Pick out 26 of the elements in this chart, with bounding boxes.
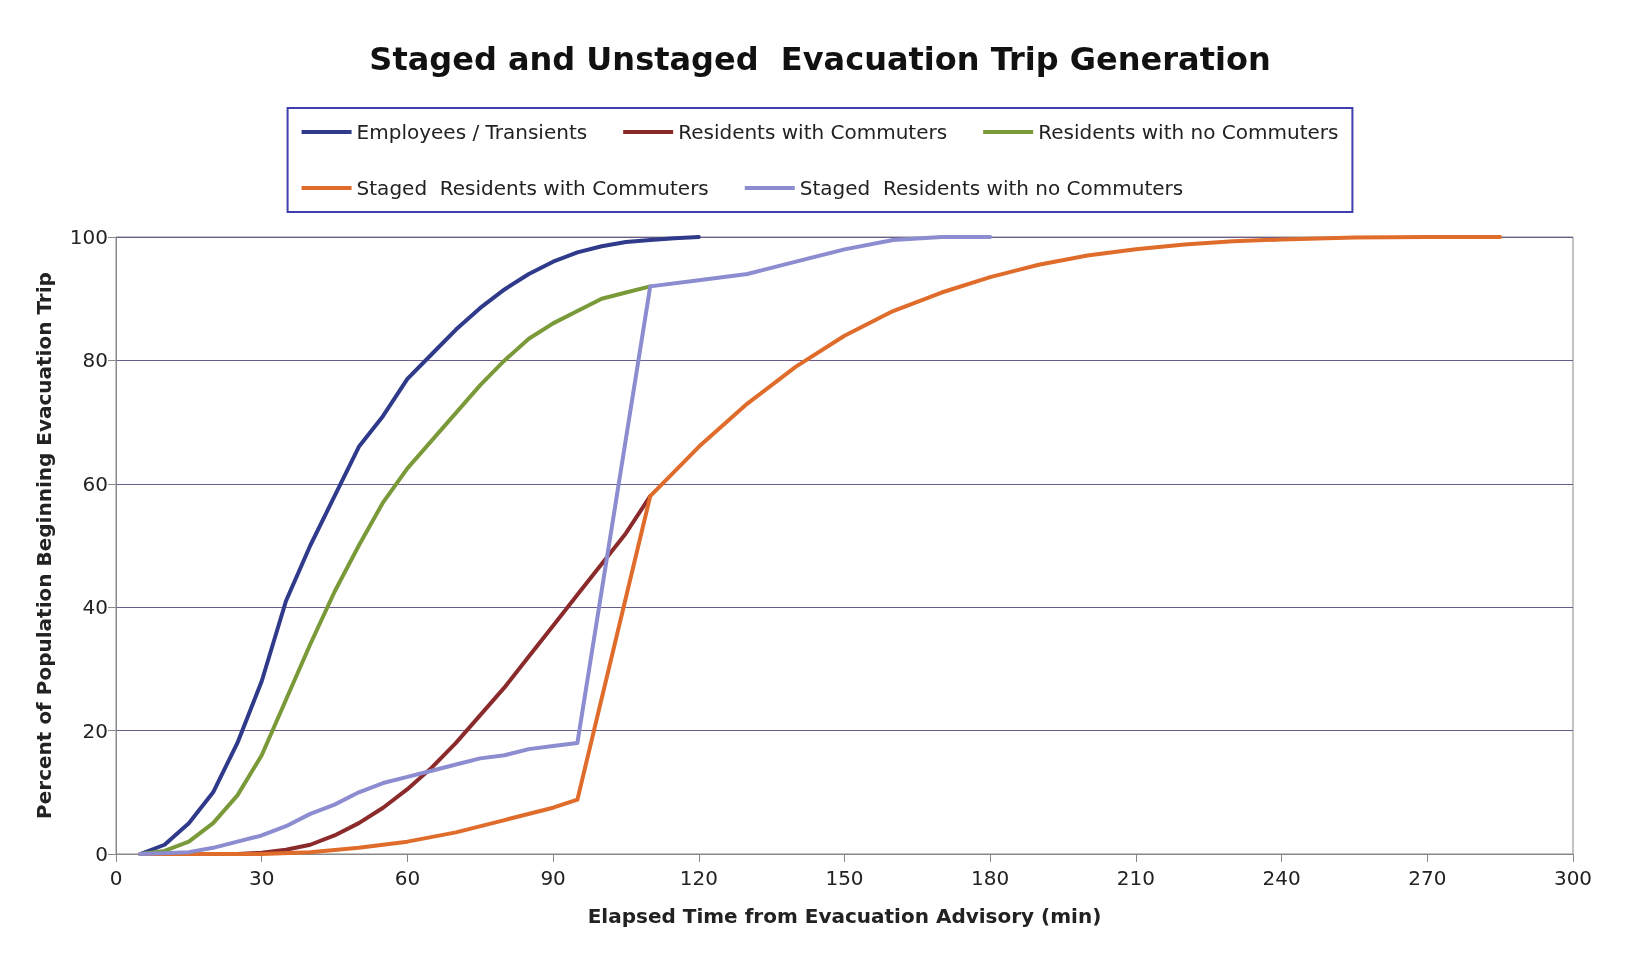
- x-tick-label: 210: [1116, 866, 1155, 890]
- y-tick-label: 80: [82, 348, 108, 373]
- y-tick-label: 40: [82, 595, 108, 620]
- x-tick-label: 90: [540, 866, 566, 890]
- legend-label: Staged Residents with Commuters: [356, 176, 709, 200]
- x-tick-label: 270: [1408, 866, 1447, 890]
- line-series: [138, 235, 993, 856]
- x-tick-label: 0: [109, 866, 123, 890]
- x-tick-label: 120: [679, 866, 718, 890]
- x-tick-label: 180: [971, 866, 1010, 890]
- x-tick-label: 60: [394, 866, 421, 890]
- y-tick-label: 20: [82, 718, 108, 743]
- chart-title: Staged and Unstaged Evacuation Trip Generation: [369, 40, 1271, 78]
- y-tick-label: 60: [82, 471, 108, 496]
- y-axis-title: Percent of Population Beginning Evacuation Trip: [32, 272, 56, 819]
- y-tick-label: 0: [95, 842, 108, 866]
- legend-label: Staged Residents with no Commuters: [799, 176, 1184, 200]
- x-tick-label: 150: [825, 866, 864, 890]
- x-tick-label: 300: [1553, 866, 1593, 890]
- x-axis-title: Elapsed Time from Evacuation Advisory (min): [587, 904, 1102, 928]
- x-tick-label: 30: [248, 866, 275, 890]
- y-tick-label: 100: [69, 225, 108, 249]
- legend-label: Residents with no Commuters: [1038, 120, 1339, 144]
- legend-label: Residents with Commuters: [678, 120, 948, 144]
- x-tick-label: 240: [1262, 866, 1301, 890]
- legend-label: Employees / Transients: [356, 120, 588, 144]
